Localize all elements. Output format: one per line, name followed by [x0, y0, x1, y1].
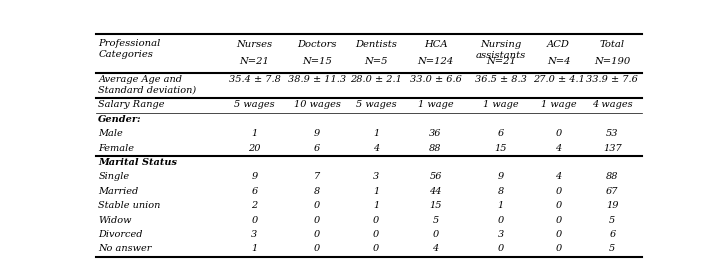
Text: HCA: HCA — [423, 40, 447, 50]
Text: Marital Status: Marital Status — [99, 158, 177, 167]
Text: 1 wage: 1 wage — [483, 100, 518, 109]
Text: Dentists: Dentists — [356, 40, 397, 50]
Text: 1: 1 — [498, 201, 504, 210]
Text: 0: 0 — [498, 244, 504, 253]
Text: Professional
Categories: Professional Categories — [99, 39, 161, 59]
Text: 67: 67 — [606, 187, 618, 196]
Text: Married: Married — [99, 187, 139, 196]
Text: ACD: ACD — [547, 40, 570, 50]
Text: Widow: Widow — [99, 216, 132, 224]
Text: 0: 0 — [555, 201, 562, 210]
Text: 6: 6 — [609, 230, 616, 239]
Text: 88: 88 — [606, 172, 618, 181]
Text: 2: 2 — [251, 201, 258, 210]
Text: 0: 0 — [555, 187, 562, 196]
Text: 9: 9 — [498, 172, 504, 181]
Text: No answer: No answer — [99, 244, 152, 253]
Text: Gender:: Gender: — [99, 115, 142, 124]
Text: 4: 4 — [555, 144, 562, 153]
Text: 9: 9 — [314, 129, 320, 138]
Text: 6: 6 — [251, 187, 258, 196]
Text: 88: 88 — [429, 144, 442, 153]
Text: 38.9 ± 11.3: 38.9 ± 11.3 — [288, 75, 346, 84]
Text: 27.0 ± 4.1: 27.0 ± 4.1 — [533, 75, 585, 84]
Text: Stable union: Stable union — [99, 201, 161, 210]
Text: 5 wages: 5 wages — [356, 100, 397, 109]
Text: 19: 19 — [606, 201, 618, 210]
Text: Male: Male — [99, 129, 123, 138]
Text: Nursing
assistants: Nursing assistants — [476, 40, 526, 60]
Text: 9: 9 — [251, 172, 258, 181]
Text: 36.5 ± 8.3: 36.5 ± 8.3 — [475, 75, 527, 84]
Text: Nurses: Nurses — [236, 40, 273, 50]
Text: 0: 0 — [314, 244, 320, 253]
Text: 1 wage: 1 wage — [541, 100, 577, 109]
Text: 0: 0 — [498, 216, 504, 224]
Text: N=21: N=21 — [486, 57, 516, 66]
Text: N=5: N=5 — [364, 57, 388, 66]
Text: Divorced: Divorced — [99, 230, 143, 239]
Text: 7: 7 — [314, 172, 320, 181]
Text: 3: 3 — [373, 172, 379, 181]
Text: 0: 0 — [555, 129, 562, 138]
Text: 0: 0 — [251, 216, 258, 224]
Text: 4 wages: 4 wages — [592, 100, 633, 109]
Text: 36: 36 — [429, 129, 442, 138]
Text: 6: 6 — [314, 144, 320, 153]
Text: 5: 5 — [609, 216, 616, 224]
Text: N=190: N=190 — [594, 57, 631, 66]
Text: 10 wages: 10 wages — [294, 100, 341, 109]
Text: Female: Female — [99, 144, 135, 153]
Text: 0: 0 — [433, 230, 438, 239]
Text: 1: 1 — [251, 129, 258, 138]
Text: 0: 0 — [555, 216, 562, 224]
Text: Single: Single — [99, 172, 130, 181]
Text: N=124: N=124 — [418, 57, 454, 66]
Text: 0: 0 — [373, 244, 379, 253]
Text: 1 wage: 1 wage — [418, 100, 454, 109]
Text: 33.0 ± 6.6: 33.0 ± 6.6 — [410, 75, 462, 84]
Text: N=15: N=15 — [302, 57, 332, 66]
Text: 33.9 ± 7.6: 33.9 ± 7.6 — [586, 75, 639, 84]
Text: 15: 15 — [495, 144, 507, 153]
Text: 4: 4 — [555, 172, 562, 181]
Text: 4: 4 — [373, 144, 379, 153]
Text: 0: 0 — [314, 230, 320, 239]
Text: N=4: N=4 — [546, 57, 570, 66]
Text: Salary Range: Salary Range — [99, 100, 165, 109]
Text: 1: 1 — [373, 187, 379, 196]
Text: 5: 5 — [433, 216, 438, 224]
Text: 1: 1 — [373, 129, 379, 138]
Text: Average Age and
Standard deviation): Average Age and Standard deviation) — [99, 75, 197, 95]
Text: 44: 44 — [429, 187, 442, 196]
Text: 0: 0 — [314, 216, 320, 224]
Text: 4: 4 — [433, 244, 438, 253]
Text: Doctors: Doctors — [297, 40, 337, 50]
Text: 3: 3 — [251, 230, 258, 239]
Text: 0: 0 — [555, 244, 562, 253]
Text: 1: 1 — [373, 201, 379, 210]
Text: 8: 8 — [498, 187, 504, 196]
Text: 5: 5 — [609, 244, 616, 253]
Text: 8: 8 — [314, 187, 320, 196]
Text: Total: Total — [600, 40, 625, 50]
Text: 137: 137 — [603, 144, 621, 153]
Text: 35.4 ± 7.8: 35.4 ± 7.8 — [228, 75, 280, 84]
Text: 28.0 ± 2.1: 28.0 ± 2.1 — [351, 75, 402, 84]
Text: 15: 15 — [429, 201, 442, 210]
Text: 0: 0 — [373, 230, 379, 239]
Text: 53: 53 — [606, 129, 618, 138]
Text: 56: 56 — [429, 172, 442, 181]
Text: 20: 20 — [248, 144, 261, 153]
Text: N=21: N=21 — [240, 57, 269, 66]
Text: 0: 0 — [373, 216, 379, 224]
Text: 0: 0 — [555, 230, 562, 239]
Text: 1: 1 — [251, 244, 258, 253]
Text: 5 wages: 5 wages — [234, 100, 275, 109]
Text: 6: 6 — [498, 129, 504, 138]
Text: 3: 3 — [498, 230, 504, 239]
Text: 0: 0 — [314, 201, 320, 210]
